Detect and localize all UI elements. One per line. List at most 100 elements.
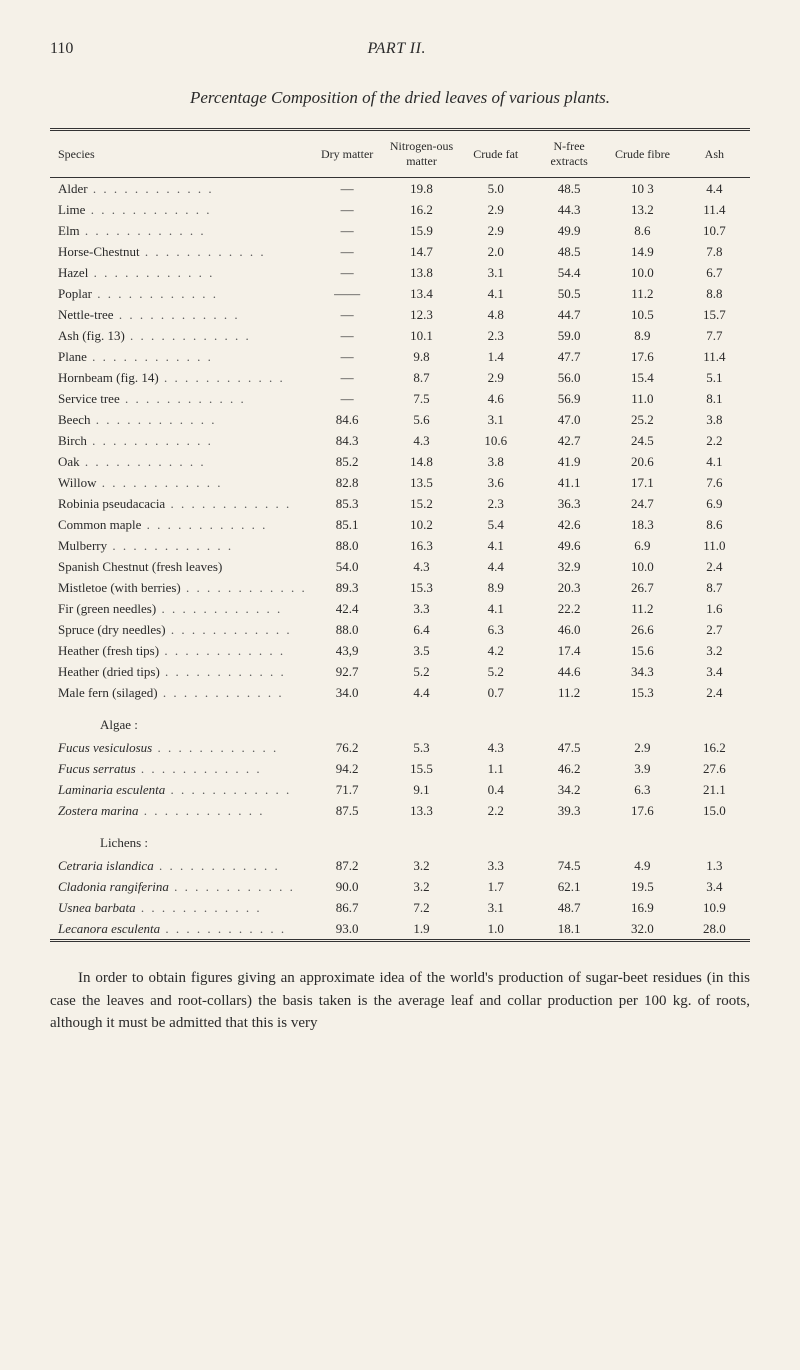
cell-value: 87.5 [311, 800, 384, 821]
cell-value: 4.9 [606, 855, 679, 876]
cell-value: 48.5 [532, 178, 606, 200]
cell-value: 3.1 [460, 409, 533, 430]
cell-value: 20.6 [606, 451, 679, 472]
table-row: Mulberry88.016.34.149.66.911.0 [50, 535, 750, 556]
table-row: Spruce (dry needles)88.06.46.346.026.62.… [50, 619, 750, 640]
cell-value: 10.5 [606, 304, 679, 325]
cell-value: 4.3 [384, 430, 460, 451]
cell-value: 34.0 [311, 682, 384, 703]
cell-value: 15.4 [606, 367, 679, 388]
cell-value: 44.7 [532, 304, 606, 325]
cell-value: 9.8 [384, 346, 460, 367]
cell-value: 44.3 [532, 199, 606, 220]
cell-value: 2.9 [460, 220, 533, 241]
cell-species: Ash (fig. 13) [50, 325, 311, 346]
table-row: Poplar——13.44.150.511.28.8 [50, 283, 750, 304]
table-header: Species Dry matter Nitrogen-ous matter C… [50, 130, 750, 178]
table-row: Mistletoe (with berries)89.315.38.920.32… [50, 577, 750, 598]
cell-value: 8.7 [679, 577, 750, 598]
cell-value: 10.7 [679, 220, 750, 241]
footer-paragraph: In order to obtain figures giving an app… [50, 967, 750, 1035]
cell-value: 4.2 [460, 640, 533, 661]
cell-value: 6.3 [606, 779, 679, 800]
cell-species: Cetraria islandica [50, 855, 311, 876]
table-row: Beech84.65.63.147.025.23.8 [50, 409, 750, 430]
cell-value: 15.0 [679, 800, 750, 821]
cell-species: Usnea barbata [50, 897, 311, 918]
table-row: Ash (fig. 13)—10.12.359.08.97.7 [50, 325, 750, 346]
cell-value: 82.8 [311, 472, 384, 493]
cell-value: 4.1 [460, 535, 533, 556]
col-fat: Crude fat [460, 130, 533, 178]
cell-value: 54.4 [532, 262, 606, 283]
cell-value: 10.1 [384, 325, 460, 346]
page-header: 110 PART II. [50, 40, 750, 58]
table-row: Common maple85.110.25.442.618.38.6 [50, 514, 750, 535]
cell-value: — [311, 262, 384, 283]
cell-value: — [311, 199, 384, 220]
cell-species: Common maple [50, 514, 311, 535]
table-row: Willow82.813.53.641.117.17.6 [50, 472, 750, 493]
table-row: Fucus vesiculosus76.25.34.347.52.916.2 [50, 737, 750, 758]
cell-value: 8.6 [679, 514, 750, 535]
cell-value: 2.4 [679, 682, 750, 703]
cell-value: 76.2 [311, 737, 384, 758]
cell-value: 26.7 [606, 577, 679, 598]
cell-species: Alder [50, 178, 311, 200]
cell-value: 11.2 [606, 598, 679, 619]
cell-value: 24.7 [606, 493, 679, 514]
table-row: Zostera marina87.513.32.239.317.615.0 [50, 800, 750, 821]
cell-value: 5.6 [384, 409, 460, 430]
cell-value: 4.1 [460, 598, 533, 619]
cell-value: 41.9 [532, 451, 606, 472]
cell-value: 41.1 [532, 472, 606, 493]
table-row: Spanish Chestnut (fresh leaves)54.04.34.… [50, 556, 750, 577]
cell-value: 15.6 [606, 640, 679, 661]
col-ash: Ash [679, 130, 750, 178]
cell-value: 49.6 [532, 535, 606, 556]
cell-value: 1.1 [460, 758, 533, 779]
cell-value: 14.9 [606, 241, 679, 262]
cell-value: 74.5 [532, 855, 606, 876]
cell-value: 3.1 [460, 897, 533, 918]
cell-value: 39.3 [532, 800, 606, 821]
table-row: Elm—15.92.949.98.610.7 [50, 220, 750, 241]
cell-value: 9.1 [384, 779, 460, 800]
cell-value: 1.9 [384, 918, 460, 941]
cell-species: Elm [50, 220, 311, 241]
cell-value: 13.3 [384, 800, 460, 821]
cell-value: 5.2 [384, 661, 460, 682]
cell-species: Hazel [50, 262, 311, 283]
cell-value: 4.1 [460, 283, 533, 304]
cell-value: 15.7 [679, 304, 750, 325]
cell-value: — [311, 304, 384, 325]
cell-value: 4.6 [460, 388, 533, 409]
cell-value: 6.9 [679, 493, 750, 514]
cell-value: — [311, 367, 384, 388]
cell-value: 10.6 [460, 430, 533, 451]
cell-value: 28.0 [679, 918, 750, 941]
cell-value: 2.0 [460, 241, 533, 262]
table-row: Nettle-tree—12.34.844.710.515.7 [50, 304, 750, 325]
cell-value: 4.3 [384, 556, 460, 577]
cell-value: 10 3 [606, 178, 679, 200]
cell-value: 17.6 [606, 800, 679, 821]
table-row: Lime—16.22.944.313.211.4 [50, 199, 750, 220]
cell-value: 1.6 [679, 598, 750, 619]
cell-value: 2.4 [679, 556, 750, 577]
cell-value: 90.0 [311, 876, 384, 897]
cell-value: 4.1 [679, 451, 750, 472]
cell-value: 3.2 [384, 876, 460, 897]
cell-value: 8.1 [679, 388, 750, 409]
cell-value: 7.6 [679, 472, 750, 493]
cell-species: Heather (dried tips) [50, 661, 311, 682]
cell-species: Willow [50, 472, 311, 493]
table-row: Horse-Chestnut—14.72.048.514.97.8 [50, 241, 750, 262]
cell-value: 16.2 [384, 199, 460, 220]
cell-value: 11.4 [679, 199, 750, 220]
table-row: Heather (fresh tips)43,93.54.217.415.63.… [50, 640, 750, 661]
cell-value: 4.3 [460, 737, 533, 758]
cell-value: — [311, 241, 384, 262]
cell-value: 13.8 [384, 262, 460, 283]
table-row: Male fern (silaged)34.04.40.711.215.32.4 [50, 682, 750, 703]
